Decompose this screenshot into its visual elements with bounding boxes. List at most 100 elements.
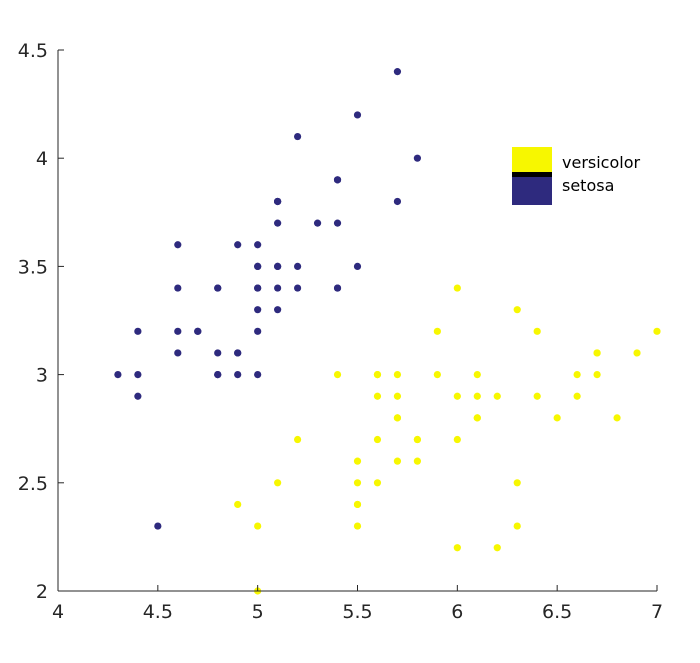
scatter-point-versicolor [453, 284, 461, 292]
scatter-point-versicolor [493, 544, 501, 552]
legend-label-versicolor: versicolor [562, 153, 640, 172]
scatter-point-versicolor [353, 479, 362, 487]
scatter-point-setosa [254, 327, 262, 335]
legend-label-setosa: setosa [562, 176, 614, 195]
legend: versicolor setosa [512, 147, 640, 205]
scatter-point-versicolor [393, 457, 402, 465]
y-tick-label: 2 [36, 581, 48, 603]
y-tick-label: 3 [36, 365, 48, 387]
scatter-point-versicolor [254, 522, 262, 530]
scatter-point-setosa [174, 284, 182, 292]
x-ticks: 4 4.5 5 5.5 6 6.5 7 [52, 585, 663, 623]
axes [57, 50, 657, 592]
scatter-point-versicolor [453, 544, 461, 552]
scatter-point-versicolor [573, 392, 581, 400]
scatter-point-versicolor [493, 392, 501, 400]
scatter-point-setosa [333, 219, 342, 227]
scatter-point-versicolor [453, 435, 461, 444]
scatter-point-setosa [134, 392, 142, 400]
scatter-point-versicolor [373, 435, 382, 444]
scatter-point-versicolor [373, 392, 382, 400]
x-tick-label: 6.5 [542, 601, 572, 623]
x-tick-label: 5 [252, 601, 264, 623]
scatter-point-versicolor [513, 522, 521, 530]
scatter-point-setosa [234, 241, 242, 249]
scatter-point-setosa [254, 284, 262, 292]
scatter-point-setosa [174, 327, 182, 335]
scatter-point-setosa [234, 371, 242, 379]
legend-swatch-divider [512, 172, 552, 177]
scatter-point-versicolor [353, 500, 362, 509]
scatter-point-setosa [214, 349, 222, 357]
scatter-point-versicolor [393, 371, 402, 379]
scatter-point-setosa [214, 284, 222, 292]
scatter-point-setosa [274, 197, 282, 206]
scatter-point-setosa [294, 262, 302, 270]
scatter-point-setosa [333, 284, 342, 292]
x-tick-label: 4.5 [143, 601, 173, 623]
scatter-point-setosa [114, 371, 122, 379]
scatter-point-versicolor [593, 371, 601, 379]
scatter-point-versicolor [353, 457, 362, 465]
legend-swatch-setosa [512, 177, 552, 205]
scatter-point-setosa [134, 371, 142, 379]
scatter-point-versicolor [433, 371, 441, 379]
scatter-point-versicolor [653, 327, 661, 335]
y-tick-label: 4.5 [18, 40, 48, 62]
scatter-point-versicolor [234, 500, 242, 509]
scatter-point-versicolor [373, 479, 382, 487]
x-tick-label: 5.5 [342, 601, 372, 623]
scatter-point-versicolor [473, 371, 481, 379]
y-ticks: 2 2.5 3 3.5 4 4.5 [18, 40, 64, 603]
scatter-point-versicolor [533, 392, 541, 400]
scatter-point-versicolor [373, 371, 382, 379]
scatter-point-versicolor [393, 414, 402, 422]
scatter-point-versicolor [413, 435, 421, 444]
scatter-point-versicolor [593, 349, 601, 357]
scatter-point-setosa [274, 306, 282, 314]
scatter-point-setosa [274, 284, 282, 292]
scatter-point-versicolor [553, 414, 561, 422]
scatter-point-setosa [174, 349, 182, 357]
scatter-point-versicolor [533, 327, 541, 335]
scatter-point-versicolor [633, 349, 641, 357]
scatter-point-setosa [274, 219, 282, 227]
points-layer [114, 68, 661, 595]
scatter-point-setosa [134, 327, 142, 335]
scatter-point-setosa [234, 349, 242, 357]
scatter-point-versicolor [613, 414, 621, 422]
scatter-point-versicolor [473, 414, 481, 422]
scatter-point-versicolor [513, 306, 521, 314]
legend-swatch-versicolor [512, 147, 552, 172]
scatter-point-setosa [393, 197, 402, 206]
scatter-point-setosa [154, 522, 162, 530]
scatter-point-versicolor [294, 435, 302, 444]
scatter-point-setosa [254, 262, 262, 270]
scatter-point-setosa [194, 327, 202, 335]
scatter-point-setosa [313, 219, 322, 227]
scatter-point-setosa [353, 262, 362, 270]
scatter-point-versicolor [473, 392, 481, 400]
scatter-point-setosa [254, 371, 262, 379]
scatter-point-setosa [353, 111, 362, 119]
scatter-point-versicolor [433, 327, 441, 335]
scatter-point-versicolor [413, 457, 421, 465]
scatter-point-setosa [333, 176, 342, 184]
scatter-point-setosa [294, 132, 302, 141]
scatter-point-setosa [214, 371, 222, 379]
scatter-point-versicolor [333, 371, 342, 379]
scatter-point-setosa [393, 68, 402, 76]
scatter-point-versicolor [393, 392, 402, 400]
y-tick-label: 4 [36, 148, 48, 170]
scatter-point-versicolor [453, 392, 461, 400]
x-tick-label: 7 [651, 601, 663, 623]
x-tick-label: 6 [451, 601, 463, 623]
scatter-point-versicolor [274, 479, 282, 487]
scatter-point-versicolor [353, 522, 362, 530]
scatter-point-versicolor [513, 479, 521, 487]
x-tick-label: 4 [52, 601, 64, 623]
y-tick-label: 2.5 [18, 473, 48, 495]
y-tick-label: 3.5 [18, 256, 48, 278]
scatter-point-setosa [254, 306, 262, 314]
